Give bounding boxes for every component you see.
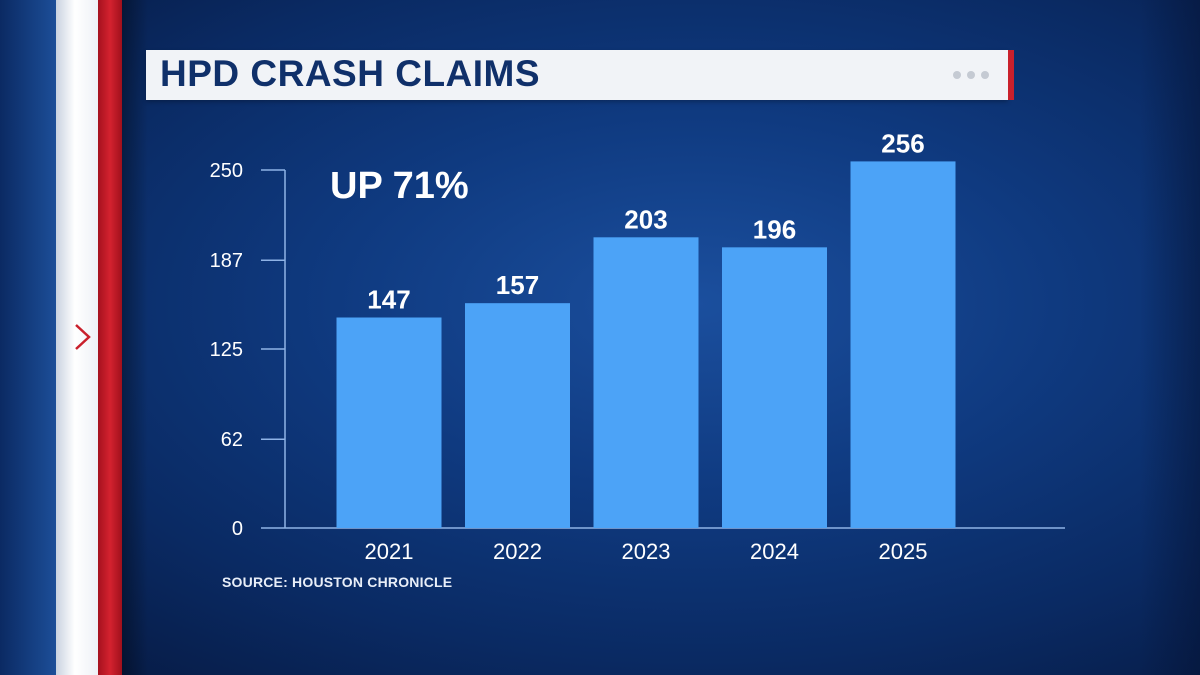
page-title: HPD CRASH CLAIMS xyxy=(160,53,541,94)
chart-annotation: UP 71% xyxy=(330,165,469,207)
y-tick-label: 62 xyxy=(221,429,243,451)
stripe-shadow xyxy=(122,0,148,675)
bar xyxy=(722,247,827,528)
bar xyxy=(465,303,570,528)
left-blue-stripe xyxy=(0,0,56,675)
x-tick-label: 2023 xyxy=(622,539,671,564)
y-tick-label: 250 xyxy=(210,160,243,182)
bar-value-label: 196 xyxy=(753,214,796,244)
chevron-right-icon xyxy=(75,324,91,350)
left-red-stripe xyxy=(98,0,122,675)
x-tick-label: 2021 xyxy=(365,539,414,564)
y-tick-label: 0 xyxy=(232,518,243,540)
bar xyxy=(336,317,442,528)
title-accent xyxy=(1008,50,1014,100)
x-tick-label: 2025 xyxy=(879,539,928,564)
y-tick-label: 125 xyxy=(210,339,243,361)
bar xyxy=(850,161,956,528)
x-tick-label: 2024 xyxy=(750,539,799,564)
source-note: SOURCE: HOUSTON CHRONICLE xyxy=(222,574,453,590)
bar-value-label: 256 xyxy=(881,128,924,158)
bar xyxy=(593,237,699,528)
bar-value-label: 203 xyxy=(624,204,667,234)
x-tick-label: 2022 xyxy=(493,539,542,564)
title-bar: HPD CRASH CLAIMS xyxy=(146,50,1014,100)
more-dots-icon xyxy=(953,71,989,79)
left-white-stripe xyxy=(56,0,98,675)
right-vignette xyxy=(1140,0,1200,675)
y-tick-label: 187 xyxy=(210,250,243,272)
bar-value-label: 147 xyxy=(367,284,410,314)
bar-value-label: 157 xyxy=(496,270,539,300)
